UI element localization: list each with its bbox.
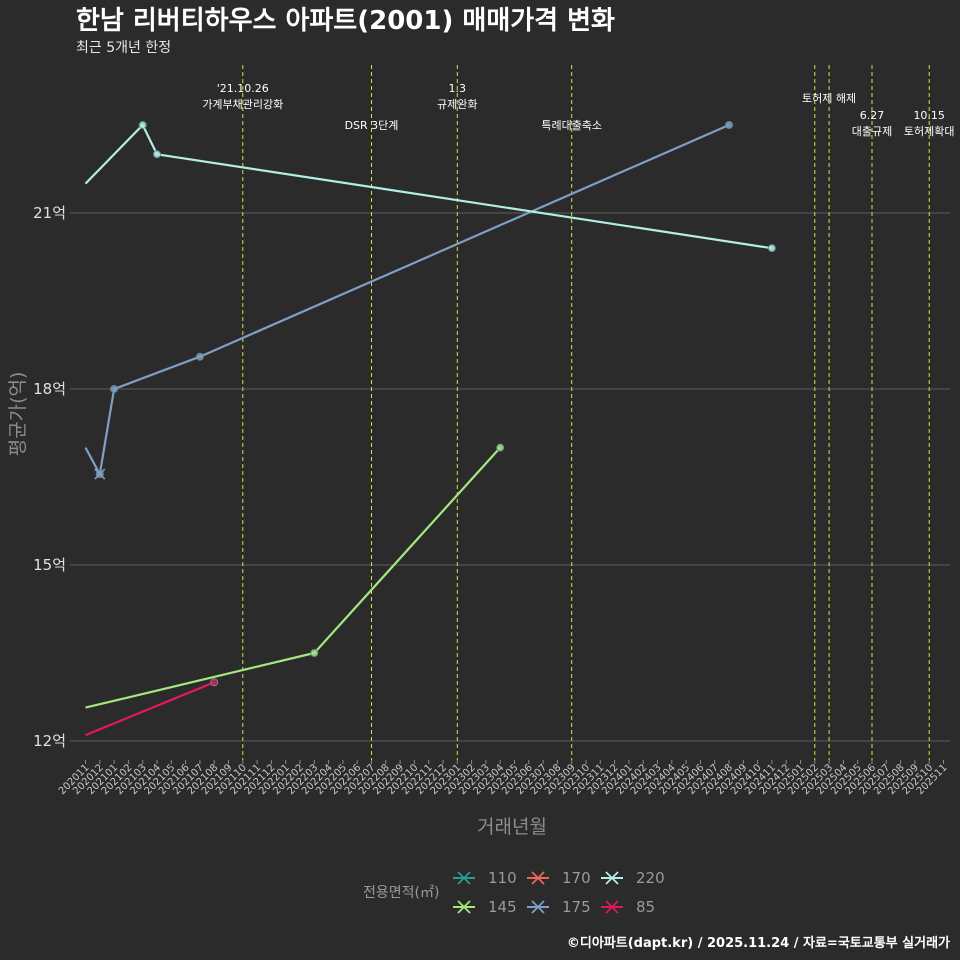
legend-swatch-cross: [531, 871, 545, 885]
legend-swatch-cross: [531, 900, 545, 914]
chart-subtitle: 최근 5개년 한정: [76, 40, 171, 56]
legend-label: 145: [488, 898, 517, 916]
legend-item-175: 175: [527, 898, 591, 916]
legend-item-145: 145: [453, 898, 517, 916]
data-point-145: [496, 443, 505, 452]
legend-swatch-cross: [457, 871, 471, 885]
legend-label: 110: [488, 869, 517, 887]
y-tick-label: 12억: [33, 732, 66, 750]
legend-swatch-cross: [605, 900, 619, 914]
event-label: 규제완화: [437, 98, 477, 111]
event-label: 10.15: [913, 109, 945, 122]
x-axis-ticks: 2020112020122021012021022021032021042021…: [57, 760, 950, 797]
data-point-220: [767, 244, 776, 253]
legend-title: 전용면적(㎡): [363, 885, 439, 901]
legend-label: 85: [636, 898, 655, 916]
series-line-85: [85, 681, 215, 737]
data-point-220: [138, 120, 147, 129]
event-label: 특례대출축소: [541, 119, 602, 132]
gridlines: [70, 212, 950, 742]
legend-label: 175: [562, 898, 591, 916]
legend-item-85: 85: [601, 898, 655, 916]
event-label: 대출규제: [852, 125, 892, 138]
series-line-145: [85, 446, 502, 709]
event-label: '21.10.26: [217, 82, 269, 95]
legend-item-220: 220: [601, 869, 665, 887]
legend-item-110: 110: [453, 869, 517, 887]
data-point-175: [195, 352, 204, 361]
legend-swatch-cross: [605, 871, 619, 885]
data-point-175: [110, 384, 119, 393]
y-axis-ticks: 12억 15억 18억 21억: [33, 204, 66, 750]
data-point-145: [310, 648, 319, 657]
event-label: 토허제확대: [904, 125, 955, 138]
data-series: [84, 120, 776, 737]
event-label: 6.27: [860, 109, 885, 122]
chart-title: 한남 리버티하우스 아파트(2001) 매매가격 변화: [76, 6, 615, 36]
data-point-85: [210, 678, 219, 687]
legend-item-170: 170: [527, 869, 591, 887]
event-label: 가계부채관리강화: [202, 98, 283, 111]
y-tick-label: 18억: [33, 380, 66, 398]
event-label: 1.3: [449, 82, 467, 95]
series-line-175: [84, 123, 730, 476]
chart-caption: ©디아파트(dapt.kr) / 2025.11.24 / 자료=국토교통부 실…: [567, 935, 950, 951]
event-label: 토허제 해제: [802, 91, 856, 105]
legend-label: 220: [636, 869, 665, 887]
data-point-175: [725, 120, 733, 129]
x-axis-title: 거래년월: [477, 816, 547, 838]
legend: 전용면적(㎡) 110 170 220 145 175 85: [363, 869, 665, 916]
y-tick-label: 15억: [33, 556, 66, 574]
legend-swatch-cross: [457, 900, 471, 914]
data-point-cross: [94, 468, 106, 480]
event-label: DSR 3단계: [345, 119, 399, 132]
data-point-220: [153, 150, 161, 159]
series-line-220: [84, 123, 773, 250]
y-tick-label: 21억: [33, 204, 66, 222]
legend-label: 170: [562, 869, 591, 887]
y-axis-title: 평균가(억): [7, 372, 29, 457]
